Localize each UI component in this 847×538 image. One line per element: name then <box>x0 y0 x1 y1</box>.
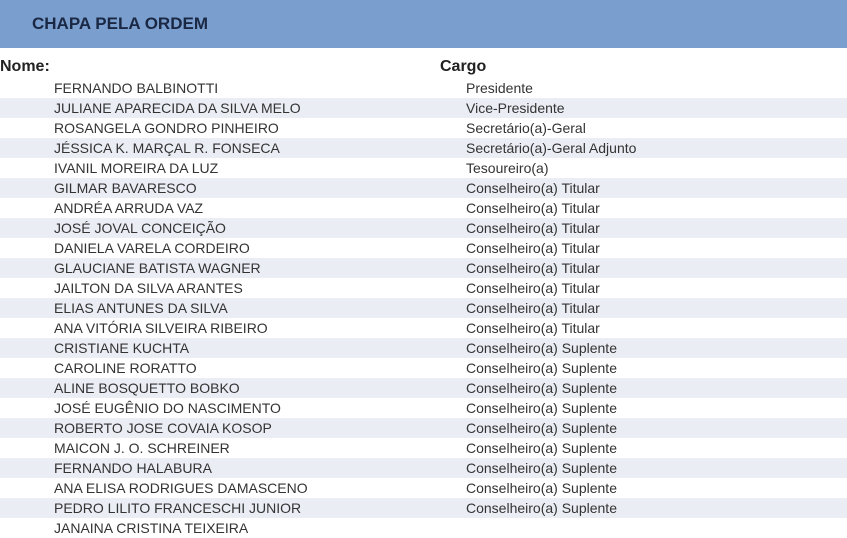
cell-cargo: Secretário(a)-Geral <box>440 118 847 138</box>
table-row: GLAUCIANE BATISTA WAGNERConselheiro(a) T… <box>0 258 847 278</box>
cell-nome: JÉSSICA K. MARÇAL R. FONSECA <box>0 138 440 158</box>
table-row: FERNANDO BALBINOTTIPresidente <box>0 78 847 98</box>
cell-cargo: Conselheiro(a) Suplente <box>440 418 847 438</box>
cell-cargo: Conselheiro(a) Titular <box>440 198 847 218</box>
cell-nome: JAILTON DA SILVA ARANTES <box>0 278 440 298</box>
table-row: ROBERTO JOSE COVAIA KOSOPConselheiro(a) … <box>0 418 847 438</box>
title-text: CHAPA PELA ORDEM <box>32 14 208 33</box>
table-row: JULIANE APARECIDA DA SILVA MELOVice-Pres… <box>0 98 847 118</box>
table-row: FERNANDO HALABURAConselheiro(a) Suplente <box>0 458 847 478</box>
cell-cargo: Conselheiro(a) Suplente <box>440 338 847 358</box>
cell-cargo: Conselheiro(a) Suplente <box>440 478 847 498</box>
cell-nome: IVANIL MOREIRA DA LUZ <box>0 158 440 178</box>
table-row: JAILTON DA SILVA ARANTESConselheiro(a) T… <box>0 278 847 298</box>
table-body: FERNANDO BALBINOTTIPresidenteJULIANE APA… <box>0 78 847 538</box>
cell-nome: ROBERTO JOSE COVAIA KOSOP <box>0 418 440 438</box>
cell-cargo: Conselheiro(a) Suplente <box>440 498 847 518</box>
cell-cargo: Conselheiro(a) Suplente <box>440 398 847 418</box>
cell-cargo: Conselheiro(a) Suplente <box>440 438 847 458</box>
cell-cargo: Conselheiro(a) Titular <box>440 258 847 278</box>
cell-nome: FERNANDO BALBINOTTI <box>0 78 440 98</box>
table-row: DANIELA VARELA CORDEIROConselheiro(a) Ti… <box>0 238 847 258</box>
cell-cargo: Conselheiro(a) Titular <box>440 318 847 338</box>
cell-nome: GILMAR BAVARESCO <box>0 178 440 198</box>
table-row: ANA ELISA RODRIGUES DAMASCENOConselheiro… <box>0 478 847 498</box>
cell-nome: ANA ELISA RODRIGUES DAMASCENO <box>0 478 440 498</box>
col-head-cargo: Cargo <box>440 54 847 78</box>
cell-nome: JOSÉ JOVAL CONCEIÇÃO <box>0 218 440 238</box>
cell-cargo: Vice-Presidente <box>440 98 847 118</box>
table-area: Nome: Cargo FERNANDO BALBINOTTIPresident… <box>0 48 847 538</box>
document-root: CHAPA PELA ORDEM Nome: Cargo FERNANDO BA… <box>0 0 847 538</box>
cell-cargo: Conselheiro(a) Suplente <box>440 458 847 478</box>
table-row: IVANIL MOREIRA DA LUZTesoureiro(a) <box>0 158 847 178</box>
column-headers: Nome: Cargo <box>0 54 847 78</box>
cell-nome: CAROLINE RORATTO <box>0 358 440 378</box>
table-row: MAICON J. O. SCHREINERConselheiro(a) Sup… <box>0 438 847 458</box>
cell-cargo: Conselheiro(a) Titular <box>440 218 847 238</box>
table-row: JOSÉ EUGÊNIO DO NASCIMENTOConselheiro(a)… <box>0 398 847 418</box>
cell-cargo: Conselheiro(a) Suplente <box>440 358 847 378</box>
table-row: GILMAR BAVARESCOConselheiro(a) Titular <box>0 178 847 198</box>
cell-nome: GLAUCIANE BATISTA WAGNER <box>0 258 440 278</box>
cell-nome: ELIAS ANTUNES DA SILVA <box>0 298 440 318</box>
cell-cargo: Conselheiro(a) Titular <box>440 238 847 258</box>
cell-nome: MAICON J. O. SCHREINER <box>0 438 440 458</box>
cell-cargo: Tesoureiro(a) <box>440 158 847 178</box>
cell-nome: DANIELA VARELA CORDEIRO <box>0 238 440 258</box>
cell-nome: ANDRÉA ARRUDA VAZ <box>0 198 440 218</box>
cell-nome: JOSÉ EUGÊNIO DO NASCIMENTO <box>0 398 440 418</box>
table-row: JÉSSICA K. MARÇAL R. FONSECASecretário(a… <box>0 138 847 158</box>
table-row: PEDRO LILITO FRANCESCHI JUNIORConselheir… <box>0 498 847 518</box>
cell-cargo: Conselheiro(a) Titular <box>440 178 847 198</box>
table-row: ROSANGELA GONDRO PINHEIROSecretário(a)-G… <box>0 118 847 138</box>
cell-cargo: Conselheiro(a) Titular <box>440 278 847 298</box>
table-row: ANDRÉA ARRUDA VAZConselheiro(a) Titular <box>0 198 847 218</box>
table-row: ALINE BOSQUETTO BOBKOConselheiro(a) Supl… <box>0 378 847 398</box>
cell-nome: ALINE BOSQUETTO BOBKO <box>0 378 440 398</box>
cell-nome: ANA VITÓRIA SILVEIRA RIBEIRO <box>0 318 440 338</box>
cell-nome: FERNANDO HALABURA <box>0 458 440 478</box>
table-row: ANA VITÓRIA SILVEIRA RIBEIROConselheiro(… <box>0 318 847 338</box>
table-row: CRISTIANE KUCHTAConselheiro(a) Suplente <box>0 338 847 358</box>
table-row: JOSÉ JOVAL CONCEIÇÃOConselheiro(a) Titul… <box>0 218 847 238</box>
cell-cargo: Conselheiro(a) Titular <box>440 298 847 318</box>
cell-nome: JANAINA CRISTINA TEIXEIRA <box>0 518 440 538</box>
table-row: ELIAS ANTUNES DA SILVAConselheiro(a) Tit… <box>0 298 847 318</box>
cell-nome: PEDRO LILITO FRANCESCHI JUNIOR <box>0 498 440 518</box>
cell-cargo: Conselheiro(a) Suplente <box>440 378 847 398</box>
title-bar: CHAPA PELA ORDEM <box>0 0 847 48</box>
table-row: CAROLINE RORATTOConselheiro(a) Suplente <box>0 358 847 378</box>
table-row: JANAINA CRISTINA TEIXEIRA <box>0 518 847 538</box>
cell-cargo: Secretário(a)-Geral Adjunto <box>440 138 847 158</box>
cell-cargo: Presidente <box>440 78 847 98</box>
cell-cargo <box>440 518 847 538</box>
cell-nome: CRISTIANE KUCHTA <box>0 338 440 358</box>
cell-nome: ROSANGELA GONDRO PINHEIRO <box>0 118 440 138</box>
col-head-nome: Nome: <box>0 54 440 78</box>
cell-nome: JULIANE APARECIDA DA SILVA MELO <box>0 98 440 118</box>
